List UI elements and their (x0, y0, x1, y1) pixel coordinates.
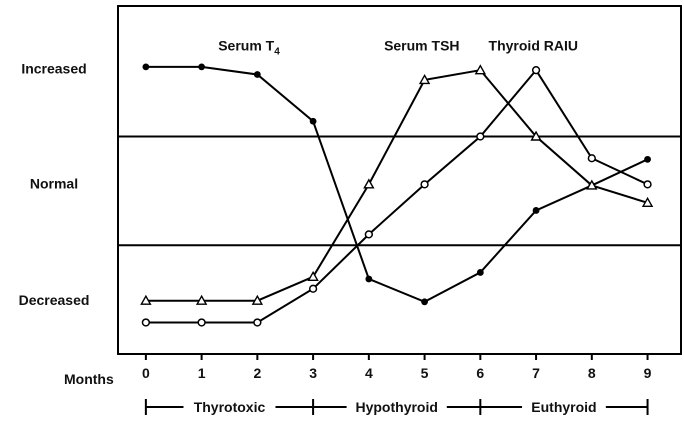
data-point-thyroid-raiu (476, 132, 485, 141)
data-point-serum-t (532, 207, 540, 214)
data-point-serum-t (198, 63, 206, 71)
phase-label-hypothyroid: Hypothyroid (355, 399, 437, 415)
data-point-serum-tsh (251, 294, 264, 305)
data-point-serum-tsh (195, 294, 208, 305)
series-line-thyroid-raiu (145, 68, 648, 324)
data-point-serum-t (644, 155, 651, 163)
data-point-serum-t (476, 269, 484, 276)
data-point-serum-tsh (474, 64, 487, 75)
data-point-thyroid-raiu (643, 180, 652, 189)
data-point-serum-t (142, 63, 150, 71)
phase-bar: Thyrotoxic Hypothyroid Euthyroid (144, 399, 649, 415)
x-tick-label: 4 (365, 365, 373, 381)
data-point-serum-tsh (140, 294, 152, 305)
x-tick-label: 1 (198, 365, 206, 381)
x-tick-label: 8 (588, 365, 596, 381)
x-tick-label: 6 (476, 365, 484, 381)
band-lines (118, 135, 681, 247)
y-band-label-decreased: Decreased (19, 292, 90, 308)
x-tick-label: 3 (309, 365, 317, 381)
data-point-serum-t (365, 275, 373, 283)
data-point-thyroid-raiu (308, 284, 318, 293)
y-band-label-normal: Normal (30, 176, 78, 192)
x-tick-label: 7 (532, 365, 540, 381)
data-point-serum-tsh (307, 270, 319, 281)
series-label-subscript: 4 (274, 47, 280, 58)
y-band-labels: Decreased Normal Increased (19, 60, 90, 308)
x-tick-label: 2 (253, 365, 261, 381)
data-point-serum-tsh (530, 130, 542, 141)
series-label-serum-t: Serum T4 (218, 38, 280, 58)
phase-label-thyrotoxic: Thyrotoxic (194, 399, 266, 415)
series-labels: Serum T4 Serum TSH Thyroid RAIU (218, 38, 578, 58)
x-axis: Months 0 1 2 3 4 5 6 7 8 9 (64, 354, 652, 387)
data-point-serum-t (253, 71, 261, 78)
data-point-thyroid-raiu (420, 180, 429, 189)
data-point-serum-t (309, 117, 317, 125)
series-label-thyroid-raiu: Thyroid RAIU (489, 38, 578, 54)
data-point-thyroid-raiu (587, 154, 596, 163)
y-band-label-increased: Increased (21, 60, 86, 76)
x-tick-label: 9 (644, 365, 652, 381)
data-point-serum-tsh (586, 179, 598, 190)
plot-frame (117, 5, 682, 355)
data-point-thyroid-raiu (253, 318, 262, 327)
series-line-serum-t (145, 65, 648, 303)
data-point-serum-tsh (363, 178, 375, 189)
series-label-serum-tsh: Serum TSH (384, 38, 459, 54)
series-markers (140, 63, 654, 327)
x-axis-title: Months (64, 371, 114, 387)
data-point-thyroid-raiu (197, 318, 206, 327)
data-point-thyroid-raiu (531, 66, 541, 75)
x-tick-label: 0 (142, 365, 150, 381)
data-point-serum-tsh (641, 196, 654, 208)
series-lines (145, 65, 648, 324)
data-point-serum-t (421, 298, 428, 306)
data-point-thyroid-raiu (141, 318, 151, 327)
data-point-thyroid-raiu (364, 230, 373, 239)
phase-label-euthyroid: Euthyroid (531, 399, 596, 415)
x-tick-label: 5 (421, 365, 429, 381)
data-point-serum-tsh (418, 74, 431, 85)
series-line-serum-tsh (145, 69, 648, 302)
